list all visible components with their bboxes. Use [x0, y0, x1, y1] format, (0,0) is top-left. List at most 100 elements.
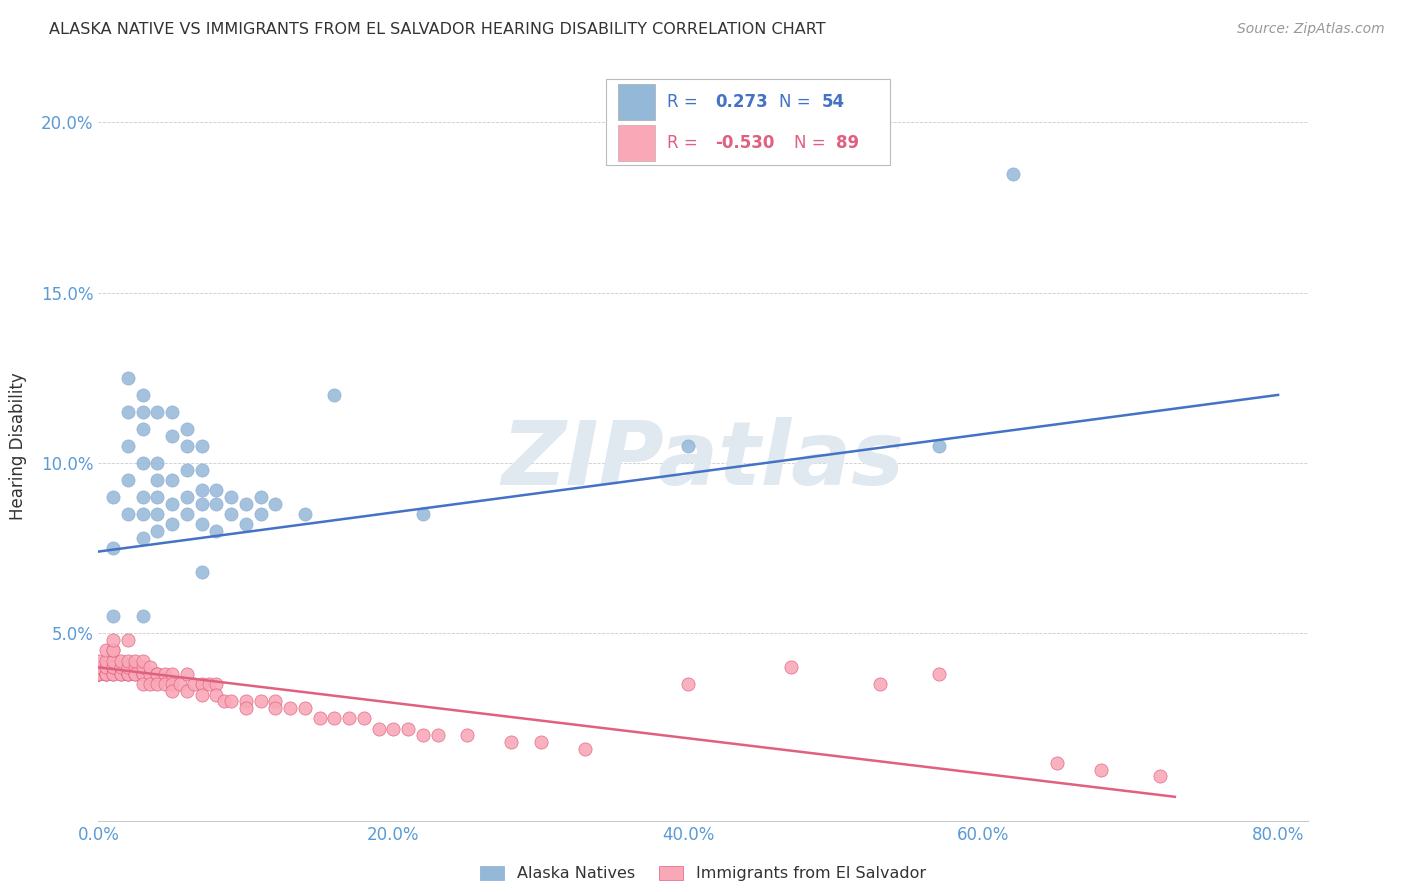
- Point: [249, 490, 271, 504]
- Point: [219, 490, 242, 504]
- Point: [139, 677, 162, 691]
- Point: [264, 694, 287, 708]
- Point: [124, 667, 146, 681]
- Legend: Alaska Natives, Immigrants from El Salvador: Alaska Natives, Immigrants from El Salva…: [474, 859, 932, 888]
- Point: [110, 660, 132, 674]
- Point: [205, 497, 228, 511]
- Text: -0.530: -0.530: [716, 135, 775, 153]
- Point: [205, 524, 228, 538]
- Point: [101, 643, 124, 657]
- Point: [131, 456, 153, 470]
- Point: [117, 654, 139, 668]
- Point: [131, 667, 153, 681]
- Point: [131, 507, 153, 521]
- Point: [101, 490, 124, 504]
- Point: [198, 677, 221, 691]
- Point: [117, 371, 139, 385]
- Point: [110, 667, 132, 681]
- Point: [249, 507, 271, 521]
- Point: [87, 667, 110, 681]
- Point: [219, 694, 242, 708]
- Point: [110, 667, 132, 681]
- Point: [160, 667, 183, 681]
- Point: [1090, 763, 1112, 777]
- Point: [426, 729, 449, 743]
- Point: [153, 667, 176, 681]
- Point: [323, 388, 346, 402]
- Text: Source: ZipAtlas.com: Source: ZipAtlas.com: [1237, 22, 1385, 37]
- FancyBboxPatch shape: [606, 78, 890, 165]
- Point: [176, 667, 198, 681]
- FancyBboxPatch shape: [619, 84, 655, 120]
- Point: [101, 643, 124, 657]
- Point: [501, 735, 523, 749]
- Point: [382, 722, 405, 736]
- Point: [87, 667, 110, 681]
- Point: [190, 565, 212, 579]
- Point: [131, 609, 153, 624]
- Text: ALASKA NATIVE VS IMMIGRANTS FROM EL SALVADOR HEARING DISABILITY CORRELATION CHAR: ALASKA NATIVE VS IMMIGRANTS FROM EL SALV…: [49, 22, 825, 37]
- Point: [110, 654, 132, 668]
- Point: [124, 667, 146, 681]
- Point: [146, 456, 169, 470]
- Point: [678, 439, 700, 453]
- Point: [190, 483, 212, 498]
- Point: [1149, 769, 1171, 783]
- Point: [323, 711, 346, 725]
- FancyBboxPatch shape: [619, 126, 655, 161]
- Point: [87, 667, 110, 681]
- Text: 54: 54: [821, 93, 845, 112]
- Point: [235, 517, 257, 532]
- Point: [117, 633, 139, 648]
- Point: [396, 722, 419, 736]
- Point: [124, 654, 146, 668]
- Point: [117, 660, 139, 674]
- Point: [678, 677, 700, 691]
- Point: [101, 667, 124, 681]
- Point: [139, 667, 162, 681]
- Point: [160, 677, 183, 691]
- Point: [146, 667, 169, 681]
- Point: [131, 531, 153, 545]
- Point: [117, 473, 139, 487]
- Point: [94, 667, 117, 681]
- Point: [574, 742, 596, 756]
- Point: [353, 711, 375, 725]
- Point: [146, 667, 169, 681]
- Point: [160, 405, 183, 419]
- Point: [131, 660, 153, 674]
- Point: [94, 660, 117, 674]
- Point: [337, 711, 360, 725]
- Point: [146, 677, 169, 691]
- Point: [87, 667, 110, 681]
- Point: [131, 677, 153, 691]
- Point: [101, 633, 124, 648]
- Point: [294, 701, 316, 715]
- Point: [176, 422, 198, 436]
- Point: [249, 694, 271, 708]
- Point: [131, 490, 153, 504]
- Point: [139, 660, 162, 674]
- Point: [190, 439, 212, 453]
- Point: [176, 507, 198, 521]
- Point: [219, 507, 242, 521]
- Point: [183, 677, 205, 691]
- Point: [278, 701, 301, 715]
- Text: 89: 89: [837, 135, 859, 153]
- Point: [190, 497, 212, 511]
- Point: [87, 654, 110, 668]
- Point: [308, 711, 330, 725]
- Point: [212, 694, 235, 708]
- Point: [294, 507, 316, 521]
- Text: N =: N =: [793, 135, 831, 153]
- Point: [190, 463, 212, 477]
- Point: [235, 694, 257, 708]
- Point: [160, 517, 183, 532]
- Point: [131, 405, 153, 419]
- Point: [1001, 167, 1024, 181]
- Point: [160, 684, 183, 698]
- Point: [146, 405, 169, 419]
- Point: [176, 490, 198, 504]
- Point: [94, 643, 117, 657]
- Point: [131, 667, 153, 681]
